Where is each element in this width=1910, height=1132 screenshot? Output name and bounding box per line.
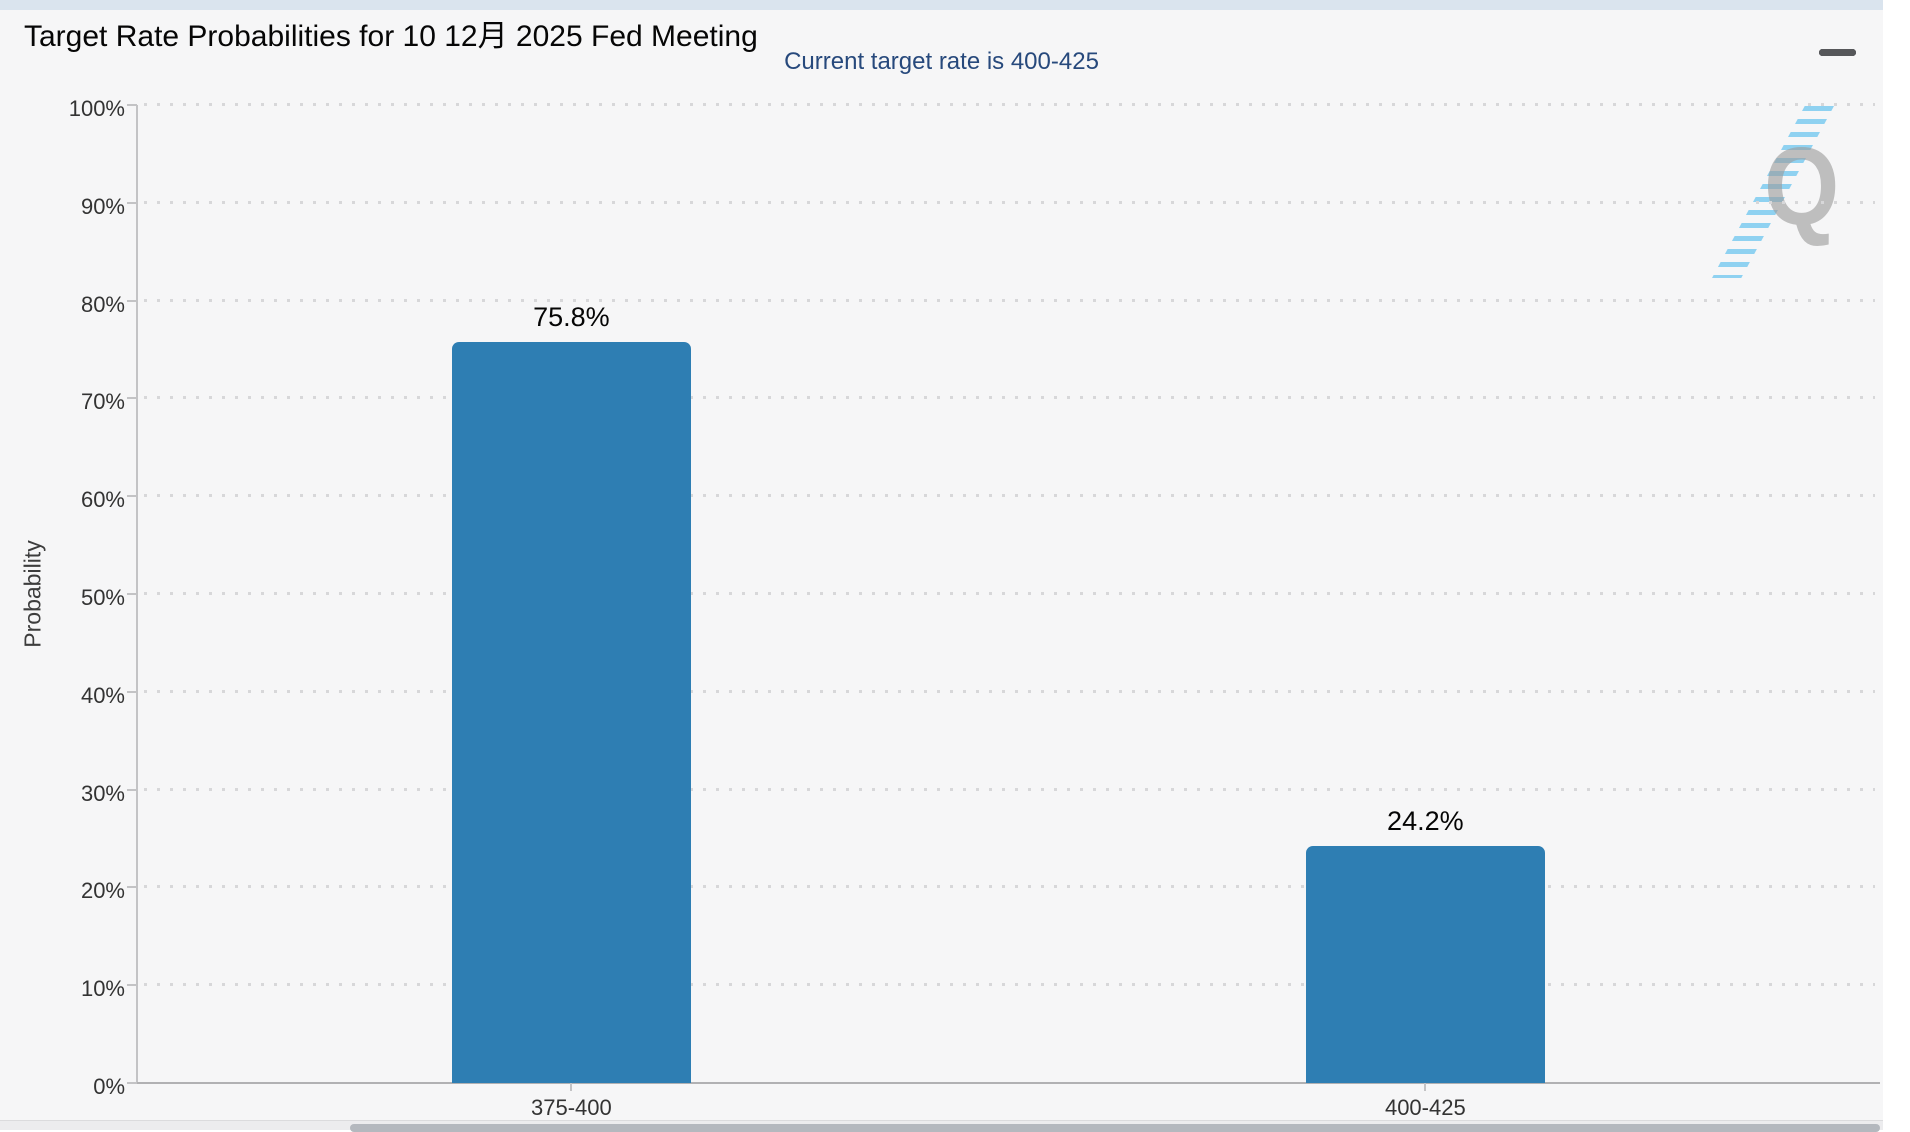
y-tick-label: 100%: [68, 96, 125, 121]
x-tick-label: 375-400: [531, 1095, 612, 1120]
y-tick-label: 60%: [80, 487, 125, 513]
chart-title: Target Rate Probabilities for 10 12月 202…: [24, 20, 758, 53]
plot-area: 0% 10% 20% 30% 40% 50% 60% 70% 80% 90% 100% 75.8% 37…: [69, 96, 1880, 1120]
y-tick-label: 20%: [80, 878, 125, 904]
gridline-40%: [144, 689, 1875, 693]
y-tick-mark: [127, 397, 137, 400]
horizontal-scrollbar-thumb[interactable]: [350, 1124, 1880, 1132]
bar-400-425[interactable]: [1305, 846, 1545, 1083]
bar-value-label: 75.8%: [533, 301, 610, 332]
y-tick-label: 40%: [80, 682, 125, 708]
gridline-60%: [144, 494, 1875, 498]
hamburger-menu-icon: [1818, 49, 1856, 56]
y-tick-label: 90%: [80, 193, 125, 219]
gridline-100%: [144, 103, 1875, 106]
chart-subtitle: Current target rate is 400-425: [784, 48, 1099, 75]
bar-375-400[interactable]: [451, 341, 691, 1083]
y-tick-label: 0%: [93, 1074, 125, 1099]
chart-context-menu-button[interactable]: [1812, 12, 1862, 56]
y-tick-mark: [127, 299, 137, 302]
gridline-80%: [144, 298, 1875, 302]
bar-value-label: 24.2%: [1387, 806, 1464, 837]
gridline-90%: [144, 200, 1875, 204]
gridline-50%: [144, 592, 1875, 595]
y-tick-mark: [127, 788, 137, 791]
gridline-70%: [144, 396, 1875, 400]
gridline-10%: [144, 983, 1875, 987]
gridline-30%: [144, 787, 1875, 791]
x-tick-mark: [570, 1083, 573, 1091]
gridline-20%: [144, 885, 1875, 889]
y-tick-mark: [127, 201, 137, 204]
y-tick-mark: [127, 1082, 137, 1084]
y-tick-mark: [127, 495, 137, 498]
x-tick-label: 400-425: [1384, 1095, 1466, 1120]
y-tick-mark: [127, 690, 137, 693]
y-tick-label: 10%: [80, 976, 125, 1002]
y-tick-label: 70%: [80, 389, 125, 415]
y-tick-mark: [127, 886, 137, 889]
y-tick-mark: [127, 104, 137, 106]
x-axis-line: [136, 1082, 1880, 1084]
y-tick-mark: [127, 593, 137, 595]
x-tick-mark: [1424, 1083, 1427, 1091]
top-border: [0, 0, 1883, 10]
y-tick-label: 30%: [80, 780, 125, 806]
y-tick-label: 50%: [80, 585, 125, 610]
y-axis-line: [136, 105, 138, 1083]
y-tick-label: 80%: [80, 291, 125, 317]
y-tick-mark: [127, 984, 137, 987]
